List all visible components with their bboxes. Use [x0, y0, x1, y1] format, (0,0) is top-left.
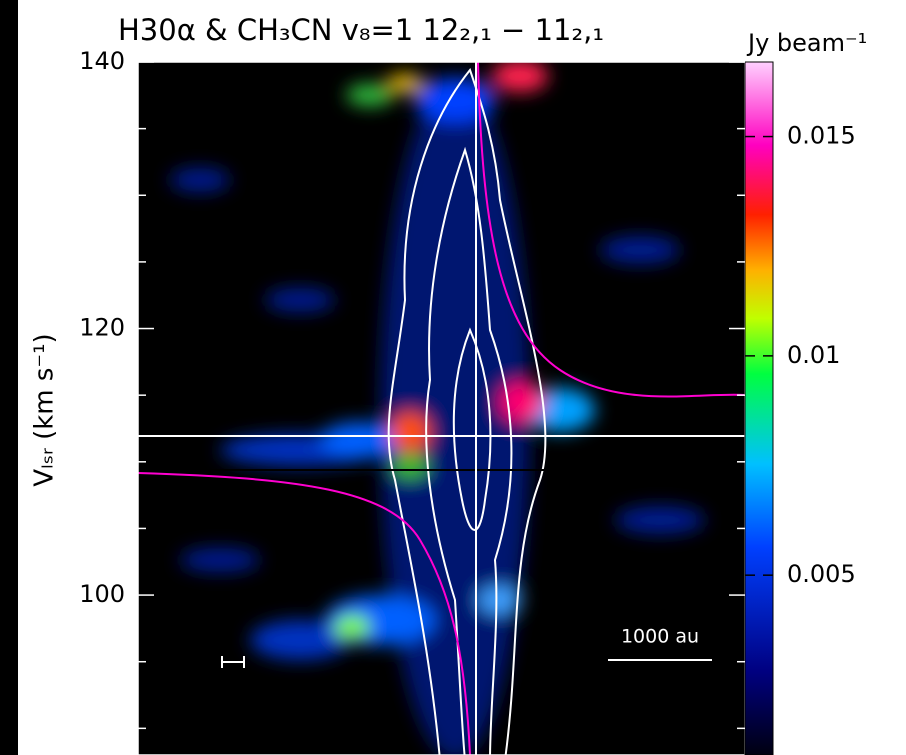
y-tick-label: 140 — [79, 47, 125, 75]
y-axis-label: Vₗₛᵣ (km s⁻¹) — [30, 333, 60, 486]
colorbar-tick-label: 0.01 — [787, 341, 840, 369]
emission — [138, 62, 745, 755]
colorbar-label: Jy beam⁻¹ — [746, 29, 867, 57]
error-bar — [221, 656, 245, 668]
y-tick-label: 120 — [79, 314, 125, 342]
colorbar — [744, 61, 774, 755]
y-tick-label: 100 — [79, 580, 125, 608]
contours — [387, 67, 547, 755]
colorbar-tick-label: 0.015 — [787, 122, 856, 150]
axes: 100 120 140 0.005 0.01 0.015 — [79, 47, 856, 730]
model-curve — [477, 62, 745, 398]
chart-title: H30α & CH₃CN v₈=1 12₂,₁ − 11₂,₁ — [118, 13, 604, 47]
scale-bar-label: 1000 au — [621, 626, 699, 648]
left-edge — [0, 0, 18, 755]
model-curve — [138, 472, 471, 755]
colorbar-tick-label: 0.005 — [787, 560, 856, 588]
